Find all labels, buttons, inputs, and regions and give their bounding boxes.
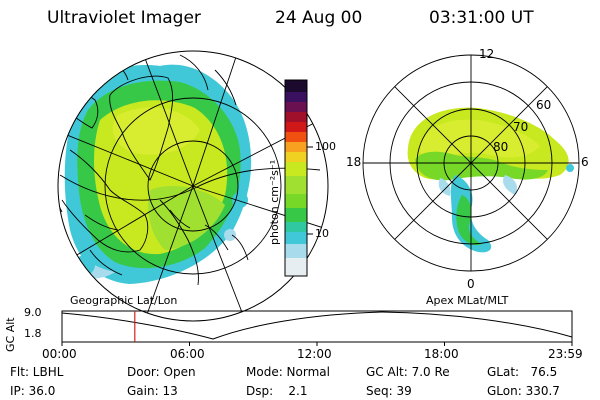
mlt-label-12: 12 <box>479 47 495 61</box>
status-door: Door: Open <box>127 365 196 379</box>
geographic-map <box>58 51 328 321</box>
altitude-ytick-high: 9.0 <box>24 306 42 319</box>
altitude-plot <box>61 310 573 346</box>
status-dsp: Dsp: 2.1 <box>246 384 308 398</box>
status-glat: GLat: 76.5 <box>487 365 558 379</box>
mlat-label-80: 80 <box>493 140 509 154</box>
status-glon: GLon: 330.7 <box>487 384 560 398</box>
mlat-label-60: 60 <box>536 98 552 112</box>
status-gain: Gain: 13 <box>127 384 178 398</box>
date-label: 24 Aug 00 <box>275 8 363 28</box>
altitude-curve <box>61 311 573 340</box>
apex-map <box>407 107 574 253</box>
apex-label: Apex MLat/MLT <box>426 294 509 307</box>
geo-map-border <box>57 50 329 322</box>
status-filter: Flt: LBHL <box>10 365 64 379</box>
altitude-ylabel: GC Alt <box>4 317 17 352</box>
coastlines <box>58 54 249 286</box>
geographic-label: Geographic Lat/Lon <box>70 294 178 307</box>
mlt-label-6: 6 <box>581 155 589 169</box>
altitude-ytick-low: 1.8 <box>24 327 42 340</box>
status-seq: Seq: 39 <box>366 384 412 398</box>
mlt-label-0: 0 <box>467 277 475 291</box>
altitude-xtick-1800: 18:00 <box>424 347 459 361</box>
status-ip: IP: 36.0 <box>10 384 56 398</box>
colorbar-unit-label: photon cm⁻²s⁻¹ <box>268 159 281 245</box>
altitude-xtick-2359: 23:59 <box>548 347 583 361</box>
altitude-xtick-1200: 12:00 <box>297 347 332 361</box>
altitude-xtick-0000: 00:00 <box>42 347 77 361</box>
colorbar-tick-10: 10 <box>315 227 329 240</box>
status-mode: Mode: Normal <box>246 365 330 379</box>
apex-aurora-image <box>407 107 574 253</box>
mlat-label-70: 70 <box>513 120 529 134</box>
colorbar-tick-100: 100 <box>315 140 336 153</box>
apex-grid <box>362 54 580 272</box>
colorbar <box>284 79 313 277</box>
time-label: 03:31:00 UT <box>429 8 534 28</box>
mlt-label-18: 18 <box>346 155 362 169</box>
instrument-title: Ultraviolet Imager <box>47 8 201 28</box>
status-gc-alt: GC Alt: 7.0 Re <box>366 365 450 379</box>
altitude-xtick-0600: 06:00 <box>170 347 205 361</box>
